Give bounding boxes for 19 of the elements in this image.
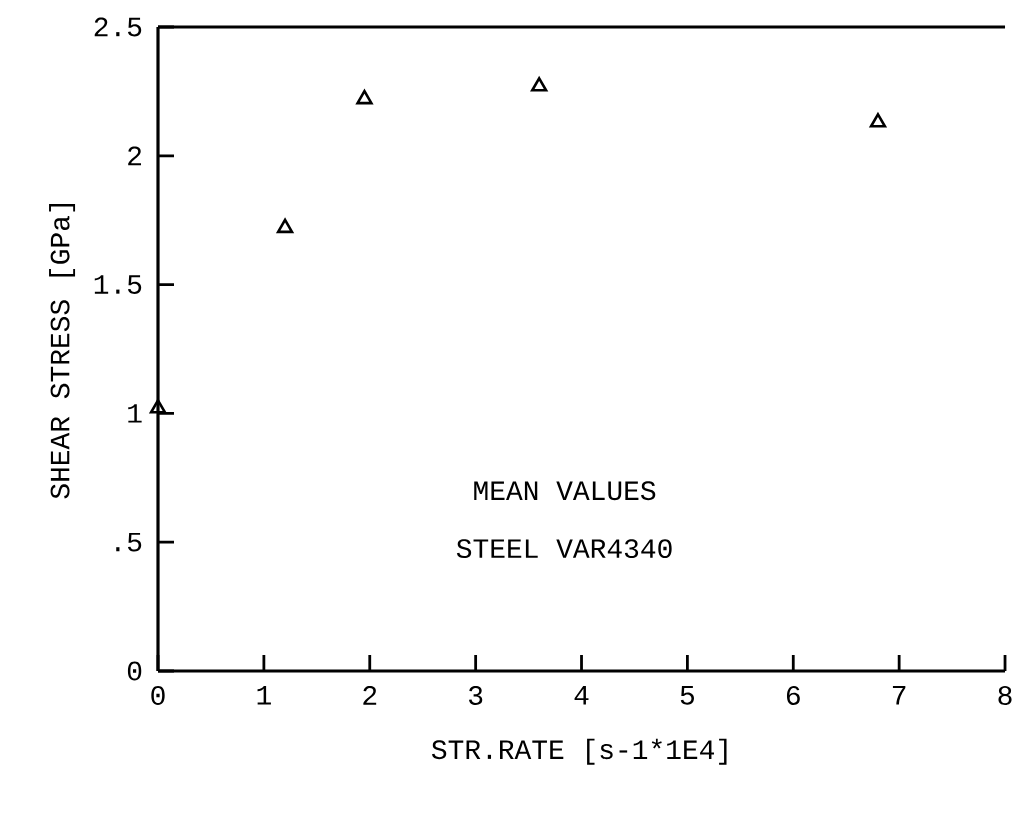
- y-tick-label: 1: [128, 404, 142, 423]
- x-tick-label: 6: [786, 686, 800, 705]
- x-axis-title: STR.RATE [s-1*1E4]: [431, 738, 727, 765]
- x-tick-label: 0: [151, 686, 165, 705]
- x-tick-label: 4: [574, 686, 589, 705]
- y-tick-label: .5: [116, 532, 142, 552]
- y-tick-label: 0: [127, 661, 142, 681]
- y-tick-label: 2.5: [94, 17, 142, 37]
- x-tick-label: 8: [998, 686, 1012, 705]
- x-tick-label: 5: [680, 686, 694, 705]
- y-tick-label: 1.5: [94, 275, 142, 294]
- annotation: STEEL VAR4340: [456, 539, 672, 559]
- x-tick-label: 1: [257, 686, 271, 705]
- x-tick-label: 3: [469, 686, 483, 705]
- x-tick-label: 2: [363, 686, 377, 705]
- annotation: MEAN VALUES: [474, 481, 656, 501]
- y-axis-title: SHEAR STRESS [GPa]: [49, 204, 76, 499]
- x-tick-label: 7: [892, 686, 906, 705]
- y-tick-label: 2: [128, 146, 142, 166]
